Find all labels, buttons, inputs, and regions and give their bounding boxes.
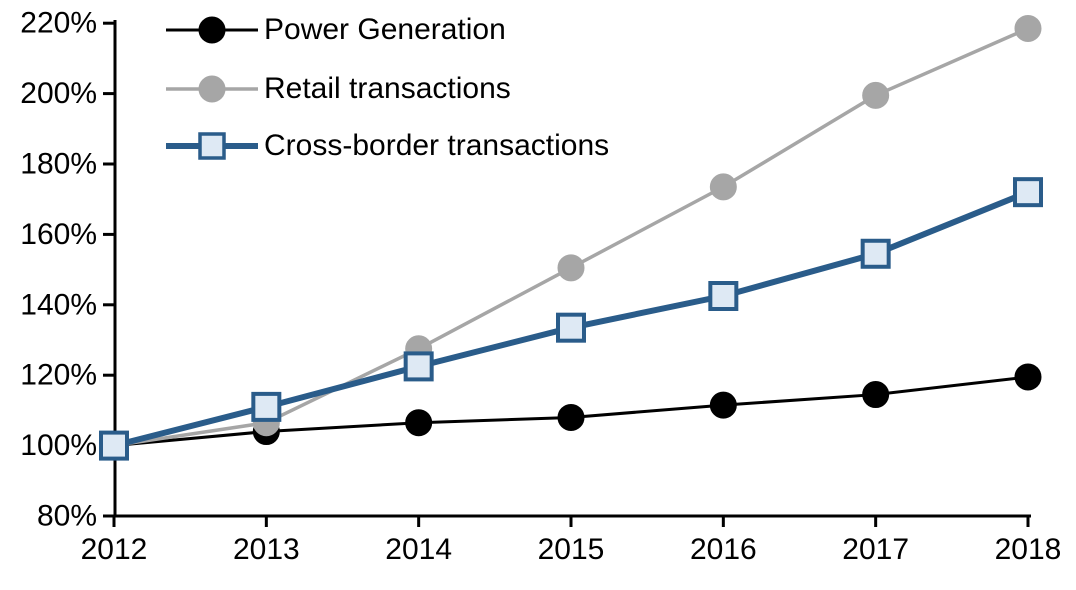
legend-item-power-generation: Power Generation xyxy=(166,13,506,47)
legend-marker-cross-border-transactions xyxy=(166,132,258,160)
legend-glyph xyxy=(198,75,226,103)
data-point-power-generation xyxy=(557,403,585,431)
data-point-cross-border-transactions xyxy=(403,351,434,382)
y-axis-tick-label: 200% xyxy=(20,77,97,110)
legend-glyph xyxy=(198,16,226,44)
data-point-retail-transactions xyxy=(709,173,737,201)
legend-glyph xyxy=(198,132,226,160)
y-axis-tick-label: 220% xyxy=(20,7,97,40)
x-axis-tick-label: 2014 xyxy=(385,533,452,566)
data-point-retail-transactions xyxy=(862,81,890,109)
x-axis-tick-label: 2016 xyxy=(690,533,757,566)
data-point-cross-border-transactions xyxy=(556,312,586,343)
y-axis-tick-label: 120% xyxy=(20,359,97,392)
x-axis-tick-label: 2015 xyxy=(538,533,605,566)
data-point-cross-border-transactions xyxy=(99,430,129,461)
data-point-cross-border-transactions xyxy=(708,281,739,311)
y-axis-tick-label: 100% xyxy=(20,429,97,462)
x-axis-tick-label: 2012 xyxy=(81,533,148,566)
x-axis-tick-label: 2018 xyxy=(995,533,1062,566)
legend-label-power-generation: Power Generation xyxy=(264,13,506,46)
legend-label-cross-border-transactions: Cross-border transactions xyxy=(264,129,610,162)
data-point-cross-border-transactions xyxy=(251,391,282,422)
legend-item-retail-transactions: Retail transactions xyxy=(166,72,511,106)
y-axis-tick-label: 180% xyxy=(20,148,97,181)
legend-item-cross-border-transactions: Cross-border transactions xyxy=(166,129,609,163)
data-point-power-generation xyxy=(862,381,890,409)
legend-label-retail-transactions: Retail transactions xyxy=(264,72,511,105)
data-point-retail-transactions xyxy=(1014,14,1042,42)
y-axis-tick-label: 140% xyxy=(20,288,97,321)
data-point-retail-transactions xyxy=(557,254,585,282)
y-axis-tick-label: 80% xyxy=(37,500,97,533)
x-axis-tick-label: 2017 xyxy=(842,533,909,566)
legend-marker-power-generation xyxy=(166,16,258,44)
x-axis-tick-label: 2013 xyxy=(233,533,300,566)
data-point-power-generation xyxy=(1014,363,1042,391)
data-point-power-generation xyxy=(405,409,433,437)
data-point-cross-border-transactions xyxy=(860,238,891,269)
data-point-power-generation xyxy=(709,391,737,419)
data-point-cross-border-transactions xyxy=(1013,177,1043,208)
y-axis-tick-label: 160% xyxy=(20,218,97,251)
legend-marker-retail-transactions xyxy=(166,75,258,103)
